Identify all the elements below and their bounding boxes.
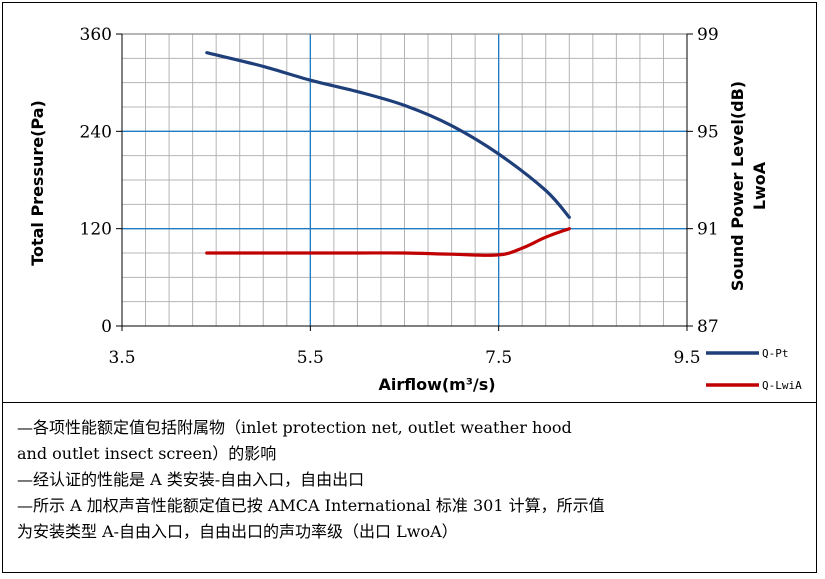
x-tick-label: 7.5 (485, 348, 512, 368)
x-tick-label: 9.5 (673, 348, 700, 368)
left-y-tick-label: 120 (80, 220, 112, 240)
left-y-axis-title: Total Pressure(Pa) (28, 100, 47, 266)
chart-area: 3.5 5.5 7.5 9.5 0 120 240 360 87 91 95 99 Airflow(m… (3, 3, 816, 403)
right-y-tick-label: 91 (697, 220, 719, 240)
left-y-tick-label: 240 (80, 122, 112, 142)
series-layer (205, 51, 571, 257)
legend-label-q-lwia: Q-LwiA (762, 379, 802, 392)
right-y-tick-label: 95 (697, 122, 719, 142)
note-line: —各项性能额定值包括附属物（inlet protection net, outl… (17, 418, 572, 437)
series-line-q-lwia (205, 227, 571, 257)
legend: Q-Pt Q-LwiA (706, 347, 802, 392)
left-y-tick-label: 0 (101, 317, 112, 337)
x-axis-title: Airflow(m³/s) (378, 375, 495, 394)
legend-label-q-pt: Q-Pt (762, 347, 789, 360)
note-line: —所示 A 加权声音性能额定值已按 AMCA International 标准 … (17, 496, 605, 515)
right-y-tick-label: 87 (697, 317, 719, 337)
right-y-axis-title-line2: LwoA (750, 161, 769, 210)
fan-performance-chart: 3.5 5.5 7.5 9.5 0 120 240 360 87 91 95 99 Airflow(m… (28, 25, 802, 394)
note-line: 为安装类型 A-自由入口，自由出口的声功率级（出口 LwoA） (17, 522, 458, 541)
right-y-tick-label: 99 (697, 25, 719, 45)
chart-frame: 3.5 5.5 7.5 9.5 0 120 240 360 87 91 95 99 Airflow(m… (2, 2, 817, 573)
grid (121, 33, 688, 327)
x-tick-label: 5.5 (297, 348, 324, 368)
x-tick-label: 3.5 (108, 348, 135, 368)
axes: 3.5 5.5 7.5 9.5 0 120 240 360 87 91 95 99 (80, 25, 719, 368)
series-line-q-pt (205, 51, 571, 219)
note-line: —经认证的性能是 A 类安装-自由入口，自由出口 (17, 470, 365, 489)
note-line: and outlet insect screen）的影响 (17, 444, 277, 463)
right-y-axis-title-line1: Sound Power Level(dB) (728, 81, 747, 291)
left-y-tick-label: 360 (80, 25, 112, 45)
notes: —各项性能额定值包括附属物（inlet protection net, outl… (17, 415, 807, 545)
